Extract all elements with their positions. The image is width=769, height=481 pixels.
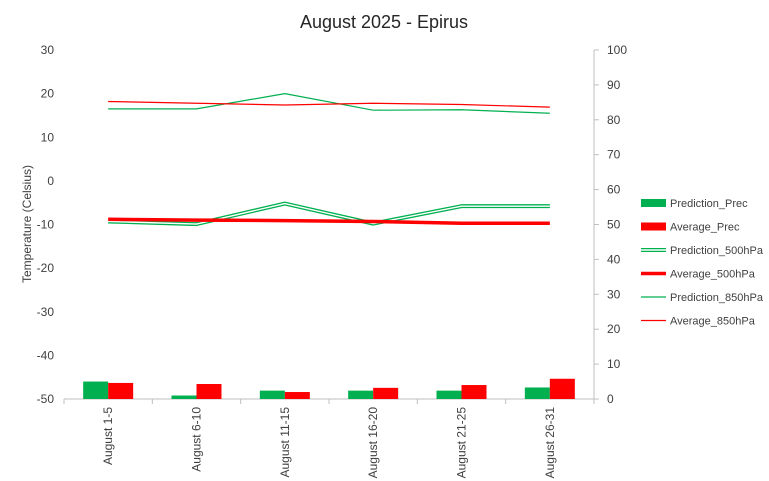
line-prediction-500hpa-inner [108, 202, 550, 225]
legend-prediction-850hpa-label: Prediction_850hPa [670, 292, 764, 304]
x-tick-label: August 11-15 [278, 407, 292, 478]
bar-average-prec [461, 385, 487, 399]
bar-average-prec [284, 392, 310, 399]
y-tick-label: -10 [37, 218, 55, 232]
x-tick-label: August 21-25 [455, 407, 469, 479]
legend-average-500hpa-label: Average_500hPa [670, 269, 756, 281]
legend-average-prec-swatch [641, 222, 666, 231]
right-y-tick-label: 0 [607, 392, 614, 406]
legend: Prediction_Prec Average_Prec Prediction_50… [641, 198, 764, 328]
y-tick-label: 30 [41, 43, 55, 57]
bar-average-prec [373, 387, 399, 399]
x-tick-label: August 16-20 [366, 407, 380, 479]
chart-title: August 2025 - Epirus [300, 12, 468, 32]
legend-prediction-500hpa-label: Prediction_500hPa [670, 245, 764, 257]
y-tick-label: -20 [37, 261, 55, 275]
right-y-tick-label: 90 [607, 78, 621, 92]
bar-average-prec [549, 378, 575, 399]
axes [63, 49, 599, 404]
bar-prediction-prec [171, 395, 197, 399]
line-average-500hpa [108, 217, 550, 225]
bars [83, 378, 575, 399]
y-tick-label: -50 [37, 392, 55, 406]
x-tick-label: August 6-10 [190, 407, 204, 472]
right-y-tick-label: 30 [607, 287, 621, 301]
right-y-tick-label: 20 [607, 322, 621, 336]
bar-prediction-prec [436, 390, 462, 399]
y-tick-label: -40 [37, 348, 55, 362]
y-tick-label: 20 [41, 87, 55, 101]
right-y-tick-label: 80 [607, 113, 621, 127]
y-tick-label: 10 [41, 130, 55, 144]
bar-average-prec [196, 383, 222, 399]
bar-prediction-prec [83, 381, 109, 399]
line-average-850hpa [108, 100, 550, 108]
right-y-tick-label: 50 [607, 218, 621, 232]
right-y-tick-label: 60 [607, 183, 621, 197]
x-tick-label: August 1-5 [101, 407, 115, 465]
x-tick-label: August 26-31 [543, 407, 557, 479]
right-y-tick-label: 10 [607, 357, 621, 371]
bar-prediction-prec [259, 390, 285, 399]
line-prediction-850hpa [108, 93, 550, 114]
legend-prediction-prec-label: Prediction_Prec [670, 198, 748, 210]
y-axis-title: Temperature (Celsius) [20, 165, 34, 283]
right-y-tick-label: 100 [607, 43, 627, 57]
lines [108, 93, 550, 227]
legend-average-prec-label: Average_Prec [670, 222, 740, 234]
tick-labels: 3020100-10-20-30-40-50100908070605040302… [37, 43, 628, 478]
y-tick-label: 0 [47, 174, 54, 188]
legend-average-850hpa-label: Average_850hPa [670, 316, 756, 328]
right-y-tick-label: 40 [607, 252, 621, 266]
bar-prediction-prec [524, 387, 550, 399]
bar-prediction-prec [348, 390, 374, 399]
legend-prediction-prec-swatch [641, 199, 666, 207]
right-y-tick-label: 70 [607, 148, 621, 162]
bar-average-prec [108, 382, 134, 399]
y-tick-label: -30 [37, 305, 55, 319]
